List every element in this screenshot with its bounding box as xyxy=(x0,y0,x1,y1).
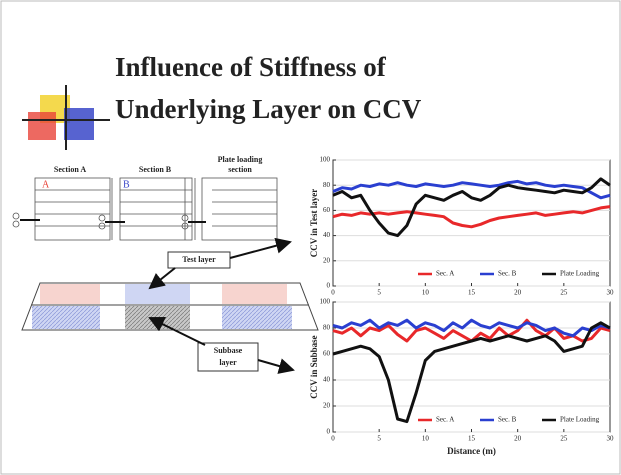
callout: Subbase xyxy=(214,346,243,355)
y-tick-label: 100 xyxy=(320,156,331,164)
y-tick-label: 20 xyxy=(323,402,331,410)
y-tick-label: 20 xyxy=(323,256,331,264)
y-tick-label: 60 xyxy=(323,206,331,214)
x-tick-label: 25 xyxy=(560,289,568,297)
legend-label: Plate Loading xyxy=(560,270,600,278)
legend-label: Sec. B xyxy=(498,416,517,424)
y-tick-label: 40 xyxy=(323,231,331,239)
y-tick-label: 60 xyxy=(323,350,331,358)
x-tick-label: 10 xyxy=(422,289,430,297)
decoration xyxy=(22,85,110,150)
title-line: Underlying Layer on CCV xyxy=(115,94,422,124)
section-label: Section A xyxy=(54,165,86,174)
x-tick-label: 15 xyxy=(468,289,476,297)
test-blocks xyxy=(12,177,278,241)
x-tick-label: 30 xyxy=(607,289,615,297)
y-axis-label: CCV in Test layer xyxy=(309,189,319,258)
y-tick-label: 80 xyxy=(323,181,331,189)
x-tick-label: 20 xyxy=(514,289,522,297)
section-label: Plate loading xyxy=(218,155,263,164)
series-line xyxy=(332,179,611,200)
layer-diagram xyxy=(21,237,319,374)
series-line xyxy=(332,177,611,238)
block-letter: B xyxy=(123,179,130,190)
legend-label: Sec. A xyxy=(436,416,454,424)
series-line xyxy=(332,318,611,338)
x-tick-label: 30 xyxy=(607,435,615,443)
plot-area xyxy=(332,301,611,433)
x-axis-label: Distance (m) xyxy=(447,446,496,456)
y-tick-label: 0 xyxy=(327,282,331,290)
legend-label: Plate Loading xyxy=(560,416,600,424)
section-label: Section B xyxy=(139,165,172,174)
legend-label: Sec. B xyxy=(498,270,517,278)
section-label: section xyxy=(228,165,252,174)
x-tick-label: 0 xyxy=(331,289,335,297)
y-tick-label: 0 xyxy=(327,428,331,436)
plot-area xyxy=(332,159,611,287)
x-tick-label: 10 xyxy=(422,435,430,443)
callout: layer xyxy=(219,358,237,367)
series-line xyxy=(332,205,611,229)
block-letter: A xyxy=(42,179,50,190)
y-tick-label: 40 xyxy=(323,376,331,384)
x-tick-label: 0 xyxy=(331,435,335,443)
legend-label: Sec. A xyxy=(436,270,454,278)
x-tick-label: 15 xyxy=(468,435,476,443)
x-tick-label: 5 xyxy=(377,435,381,443)
callout: Test layer xyxy=(182,255,216,264)
x-tick-label: 25 xyxy=(560,435,568,443)
title-line: Influence of Stiffness of xyxy=(115,52,387,82)
series-line xyxy=(332,321,611,424)
y-tick-label: 100 xyxy=(320,298,331,306)
x-tick-label: 20 xyxy=(514,435,522,443)
y-axis-label: CCV in Subbase xyxy=(309,335,319,398)
x-tick-label: 5 xyxy=(377,289,381,297)
y-tick-label: 80 xyxy=(323,324,331,332)
